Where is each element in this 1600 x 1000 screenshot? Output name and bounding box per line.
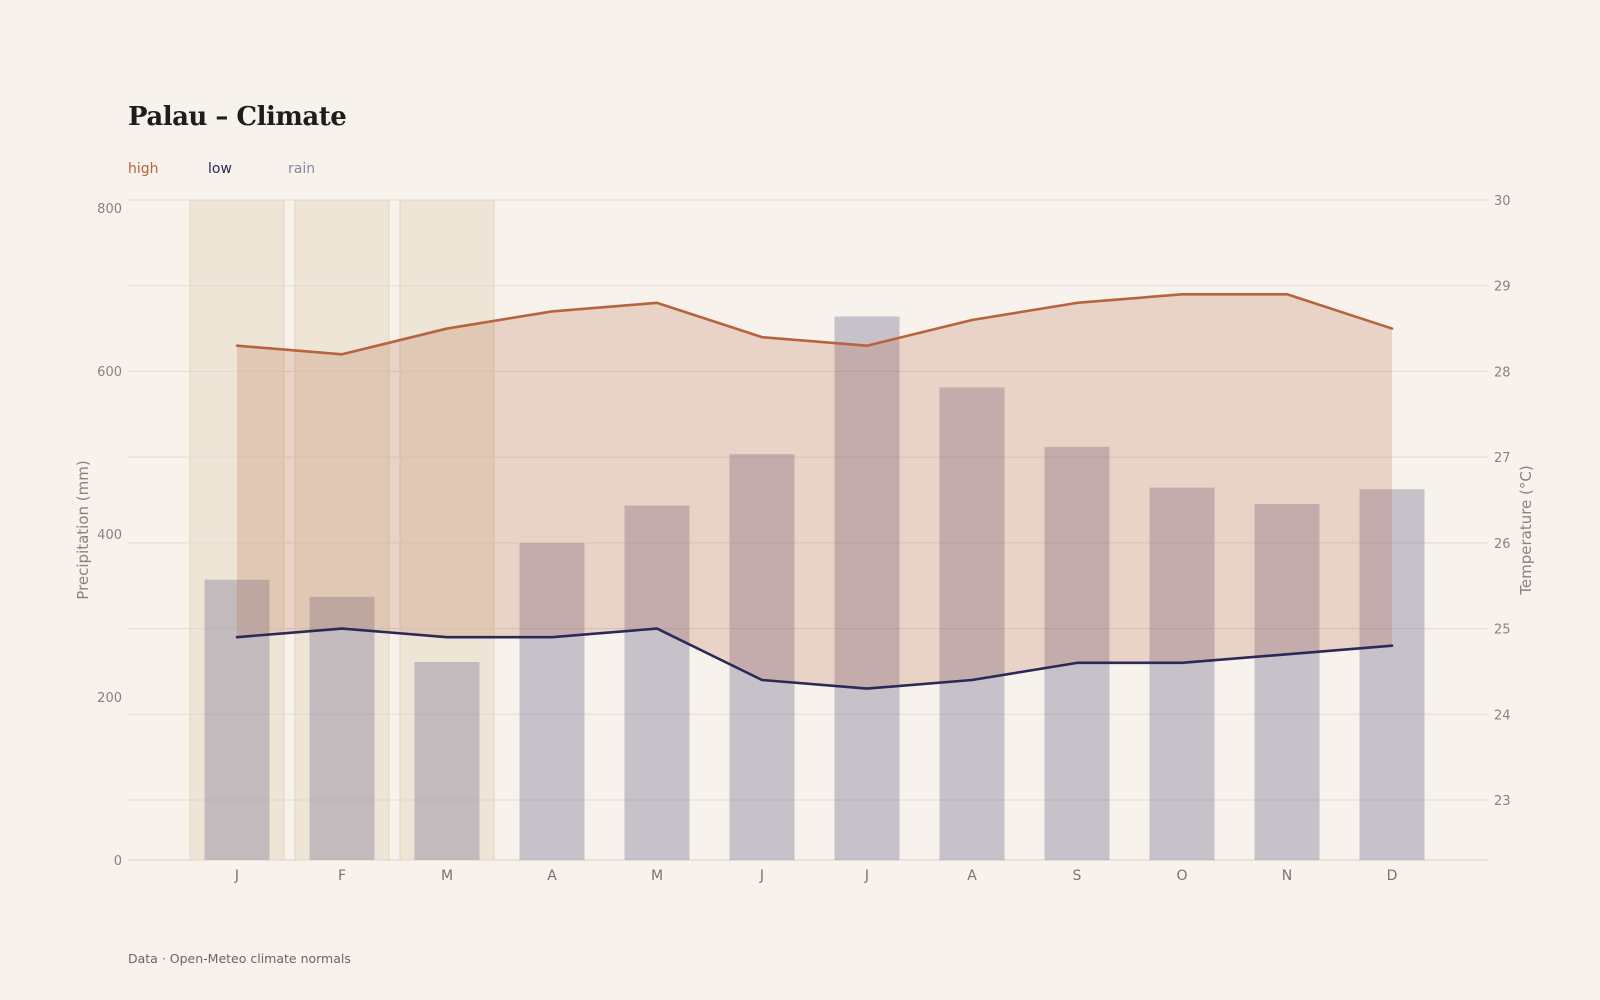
y-tick-label-left: 800 [97,202,122,217]
rain-bar [1254,503,1320,860]
y-tick-label-right: 25 [1494,623,1511,638]
y-tick-label-right: 26 [1494,537,1511,552]
y-tick-label-left: 200 [97,691,122,706]
rain-bar [414,662,480,860]
y-tick-label-right: 28 [1494,365,1511,380]
temperature-range-area [237,294,1392,689]
x-tick-label: A [547,868,557,884]
x-tick-label: J [864,868,869,884]
rain-bar [834,316,900,860]
low-line [235,627,1394,690]
highlight-band [294,199,390,861]
x-tick-label: M [651,868,663,884]
rain-bar [729,454,795,860]
legend-rain: rain [288,161,316,177]
x-tick-label: D [1387,868,1398,884]
high-line [235,292,1394,356]
x-tick-label: A [967,868,977,884]
y-tick-label-left: 0 [114,854,122,869]
legend-low: low [208,161,232,177]
y-axis-title-left: Precipitation (mm) [74,460,92,599]
y-tick-label-right: 27 [1494,451,1511,466]
y-tick-label-right: 29 [1494,280,1511,295]
rain-bar [519,543,585,860]
rain-bar [309,596,375,860]
rain-bar [624,505,690,860]
x-tick-label: M [441,868,453,884]
x-tick-label: N [1282,868,1292,884]
highlight-band [399,199,495,861]
rain-bar [204,579,270,860]
highlight-band [189,199,285,861]
chart-title: Palau – Climate [128,102,347,132]
y-tick-label-right: 23 [1494,794,1511,809]
rain-bar [1044,446,1110,860]
source-note: Data · Open-Meteo climate normals [128,951,351,966]
rain-bar [1149,487,1215,860]
x-tick-label: J [759,868,764,884]
y-tick-label-left: 400 [97,528,122,543]
rain-bar [1359,489,1425,860]
x-tick-label: S [1073,868,1082,884]
legend-high: high [128,161,159,177]
x-tick-label: J [234,868,239,884]
y-tick-label-right: 24 [1494,708,1511,723]
y-tick-label-left: 600 [97,365,122,380]
rain-bar [939,387,1005,860]
y-axis-title-right: Temperature (°C) [1517,465,1535,595]
x-tick-label: O [1176,868,1187,884]
y-tick-label-right: 30 [1494,194,1511,209]
x-tick-label: F [338,868,346,884]
